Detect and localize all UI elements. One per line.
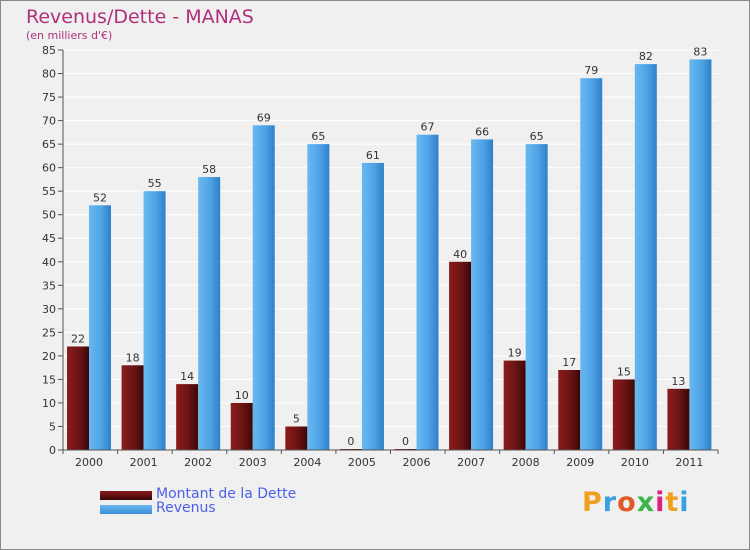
data-label: 83 [693,45,707,58]
data-label: 17 [562,356,576,369]
bar-dette [449,261,472,450]
y-tick-label: 50 [42,209,56,222]
logo-letter: i [679,487,690,518]
chart-subtitle: (en milliers d'€) [26,29,113,42]
y-tick-label: 60 [42,162,56,175]
data-label: 13 [671,375,685,388]
x-tick-label: 2005 [348,456,376,469]
y-tick-label: 15 [42,373,56,386]
y-tick-label: 55 [42,185,56,198]
legend-swatch-dette [100,491,152,500]
x-tick-label: 2000 [75,456,103,469]
y-tick-label: 10 [42,397,56,410]
gridlines [63,49,718,451]
bar-revenus [689,59,712,450]
bar-dette [230,402,253,450]
data-label: 0 [402,435,409,448]
logo-letter: x [636,487,656,518]
bar-revenus [525,144,548,450]
data-label: 61 [366,149,380,162]
x-tick-label: 2002 [184,456,212,469]
bar-dette [121,365,144,450]
data-label: 58 [202,163,216,176]
y-tick-label: 75 [42,91,56,104]
bar-dette [612,379,635,450]
data-label: 18 [126,351,140,364]
legend-label-dette: Montant de la Dette [156,486,297,502]
bar-revenus [252,125,275,450]
bar-dette [67,346,89,450]
data-label: 19 [508,347,522,360]
bar-dette [503,360,526,450]
bar-revenus [307,144,330,450]
y-tick-label: 85 [42,44,56,57]
y-tick-label: 45 [42,232,56,245]
proxiti-logo: Proxiti [582,487,690,518]
logo-letter: i [655,487,666,518]
bar-dette [285,426,308,450]
data-label: 5 [293,412,300,425]
data-label: 22 [71,332,85,345]
data-label: 66 [475,125,489,138]
x-tick-label: 2001 [130,456,158,469]
data-label: 14 [180,370,194,383]
y-tick-label: 0 [49,444,56,457]
y-tick-label: 35 [42,279,56,292]
x-tick-label: 2004 [293,456,321,469]
x-tick-label: 2003 [239,456,267,469]
data-label: 52 [93,191,107,204]
bar-revenus [89,205,111,450]
data-label: 65 [311,130,325,143]
legend-swatch-revenus [100,505,152,514]
x-tick-label: 2007 [457,456,485,469]
data-label: 55 [148,177,162,190]
y-tick-label: 70 [42,115,56,128]
legend-label-revenus: Revenus [156,500,216,516]
y-tick-label: 25 [42,326,56,339]
y-tick-label: 40 [42,256,56,269]
logo-letter: r [602,487,618,518]
x-tick-label: 2009 [566,456,594,469]
data-label: 0 [347,435,354,448]
y-tick-label: 65 [42,138,56,151]
bar-revenus [416,134,439,451]
value-labels: 22 52 18 55 14 58 10 69 5 65 0 61 0 67 40 66 19 65 17 79 15 8… [71,45,707,448]
data-label: 69 [257,111,271,124]
data-label: 79 [584,64,598,77]
data-label: 10 [235,389,249,402]
data-label: 67 [421,121,435,134]
bar-dette [558,370,581,450]
bar-revenus [471,139,494,451]
bar-revenus [143,191,166,451]
data-label: 65 [530,130,544,143]
y-tick-label: 80 [42,68,56,81]
bar-dette [667,388,690,450]
logo-letter: o [617,487,637,518]
bars [67,59,712,451]
logo-letter: t [665,487,680,518]
logo-letter: P [582,487,603,518]
y-tick-label: 30 [42,303,56,316]
bar-revenus [198,177,221,450]
x-tick-label: 2010 [621,456,649,469]
x-tick-label: 2008 [512,456,540,469]
bar-revenus [361,162,384,451]
y-tick-label: 20 [42,350,56,363]
data-label: 82 [639,50,653,63]
data-label: 40 [453,248,467,261]
chart-title: Revenus/Dette - MANAS [26,6,254,28]
bar-dette [176,384,199,450]
data-label: 15 [617,365,631,378]
bar-revenus [580,78,603,450]
x-tick-label: 2006 [403,456,431,469]
bar-revenus [634,64,657,450]
x-tick-label: 2011 [675,456,703,469]
y-tick-label: 5 [49,420,56,433]
